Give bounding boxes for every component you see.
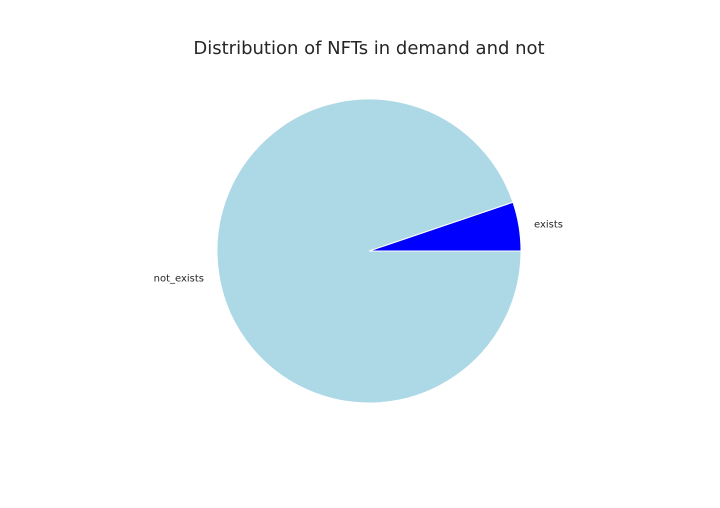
chart-title: Distribution of NFTs in demand and not bbox=[193, 38, 544, 59]
pie-labels: exists not_exists bbox=[154, 219, 563, 284]
pie-slice-not-exists bbox=[216, 98, 522, 404]
slice-label-exists: exists bbox=[534, 219, 563, 230]
pie-slices bbox=[216, 98, 522, 404]
slice-label-not-exists: not_exists bbox=[154, 274, 204, 285]
